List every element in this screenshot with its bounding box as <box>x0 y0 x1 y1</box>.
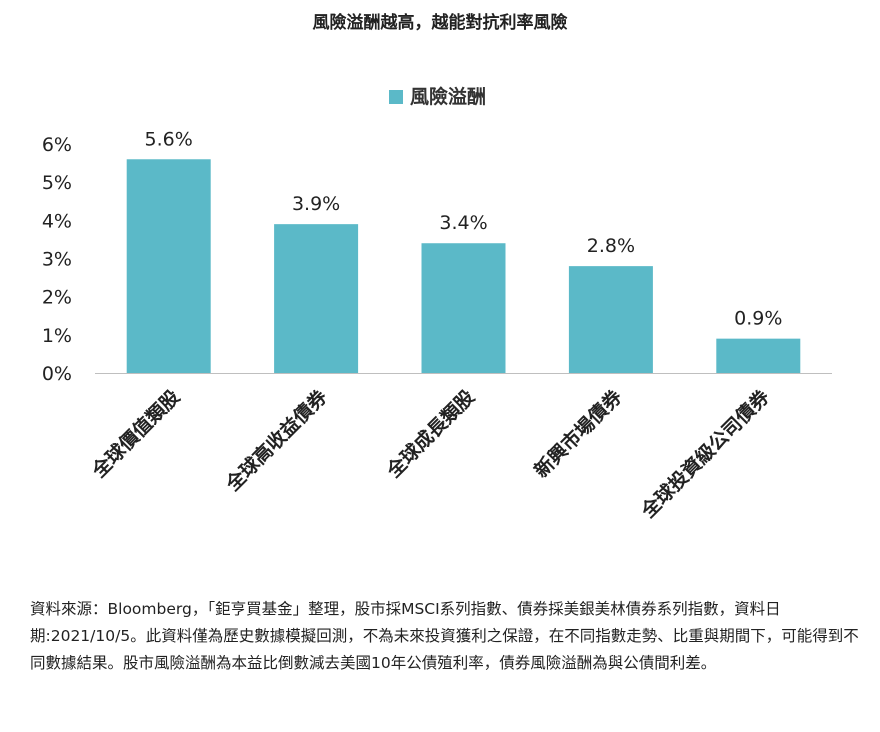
bar-value-label: 2.8% <box>587 235 635 257</box>
y-tick-label: 3% <box>42 249 72 271</box>
y-tick-label: 5% <box>42 172 72 194</box>
category-label: 全球價值類股 <box>87 385 185 483</box>
footnote: 資料來源：Bloomberg，「鉅亨買基金」整理，股市採MSCI系列指數、債券採… <box>30 600 859 672</box>
category-label: 全球投資級公司債券 <box>636 385 775 524</box>
y-tick-label: 0% <box>42 363 72 385</box>
category-label: 新興市場債券 <box>530 385 628 483</box>
bar-value-label: 0.9% <box>734 308 782 330</box>
chart-title: 風險溢酬越高，越能對抗利率風險 <box>312 13 568 33</box>
bar-value-label: 5.6% <box>145 128 193 150</box>
bar <box>274 224 359 373</box>
bar <box>126 159 211 373</box>
legend-label: 風險溢酬 <box>410 85 486 108</box>
y-tick-label: 1% <box>42 325 72 347</box>
legend-swatch <box>389 90 403 104</box>
bar-value-label: 3.9% <box>292 193 340 215</box>
bar <box>716 338 801 373</box>
category-label: 全球高收益債券 <box>221 385 333 497</box>
bar-value-label: 3.4% <box>439 212 487 234</box>
bar <box>421 243 506 373</box>
y-tick-label: 4% <box>42 210 72 232</box>
bar-chart: 風險溢酬 0% 1% 2% 3% 4% 5% 6% 5.6% 全球價值類股 3.9% 全球高收益債券 3… <box>42 85 832 524</box>
y-tick-label: 6% <box>42 134 72 156</box>
category-label: 全球成長類股 <box>381 385 479 483</box>
bar <box>568 266 653 373</box>
y-tick-label: 2% <box>42 287 72 309</box>
